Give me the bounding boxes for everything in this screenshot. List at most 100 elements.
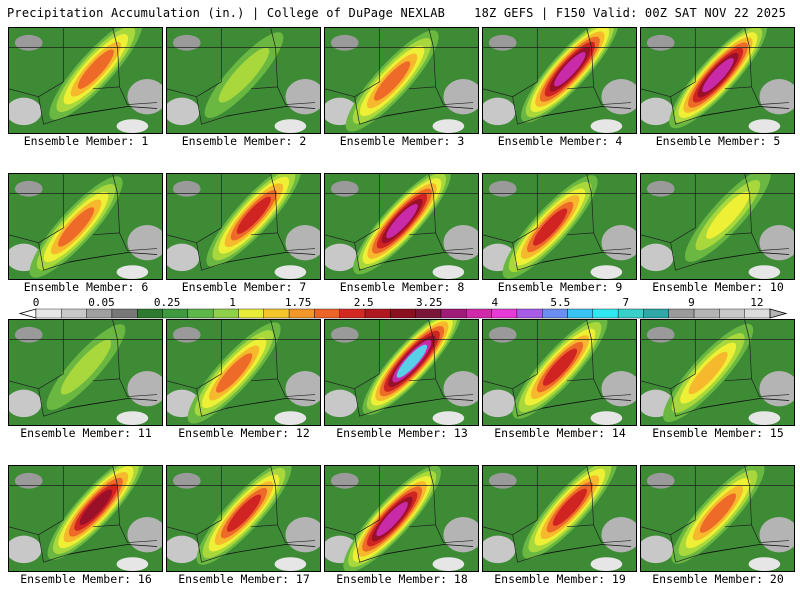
member-map-15 bbox=[640, 319, 795, 426]
member-caption: Ensemble Member: 9 bbox=[497, 280, 623, 294]
colorbar-bin bbox=[263, 308, 290, 319]
precip-map bbox=[167, 466, 320, 571]
colorbar-bin bbox=[719, 308, 745, 319]
colorbar-tick-label: 0 bbox=[33, 296, 40, 309]
precip-map bbox=[167, 174, 320, 279]
member-map-12 bbox=[166, 319, 321, 426]
precip-map bbox=[641, 174, 794, 279]
colorbar-bin bbox=[466, 308, 492, 319]
precip-map bbox=[9, 320, 162, 425]
colorbar-bin bbox=[592, 308, 619, 319]
colorbar-bin bbox=[212, 308, 239, 319]
member-map-5 bbox=[640, 27, 795, 134]
colorbar: 0 0.05 0.25 1 1.75 2.5 3.25 4 5.5 7 9 12 bbox=[18, 296, 788, 319]
colorbar-bin bbox=[339, 308, 366, 319]
colorbar-bin bbox=[617, 308, 644, 319]
member-map-9 bbox=[482, 173, 637, 280]
colorbar-bin bbox=[693, 308, 720, 319]
colorbar-arrow-left bbox=[18, 308, 37, 319]
member-caption: Ensemble Member: 13 bbox=[336, 426, 468, 440]
colorbar-bin bbox=[542, 308, 568, 319]
member-caption: Ensemble Member: 16 bbox=[20, 572, 152, 586]
colorbar-tick-label: 12 bbox=[750, 296, 763, 309]
page-title: Precipitation Accumulation (in.) | Colle… bbox=[7, 6, 446, 20]
member-caption: Ensemble Member: 1 bbox=[23, 134, 149, 148]
precip-map bbox=[9, 466, 162, 571]
member-map-10 bbox=[640, 173, 795, 280]
precip-map bbox=[325, 174, 478, 279]
colorbar-bin bbox=[643, 308, 669, 319]
member-caption: Ensemble Member: 2 bbox=[181, 134, 307, 148]
member-caption: Ensemble Member: 15 bbox=[652, 426, 784, 440]
colorbar-bin bbox=[516, 308, 543, 319]
member-map-4 bbox=[482, 27, 637, 134]
member-caption: Ensemble Member: 11 bbox=[20, 426, 152, 440]
member-caption: Ensemble Member: 14 bbox=[494, 426, 626, 440]
colorbar-bin bbox=[440, 308, 467, 319]
member-caption: Ensemble Member: 10 bbox=[652, 280, 784, 294]
colorbar-tick-label: 9 bbox=[688, 296, 695, 309]
colorbar-tick-label: 0.25 bbox=[154, 296, 181, 309]
precip-map bbox=[483, 174, 636, 279]
precip-map bbox=[483, 466, 636, 571]
member-caption: Ensemble Member: 18 bbox=[336, 572, 468, 586]
colorbar-bin bbox=[744, 308, 771, 319]
colorbar-bin bbox=[35, 308, 62, 319]
member-map-18 bbox=[324, 465, 479, 572]
precip-map bbox=[9, 174, 162, 279]
member-caption: Ensemble Member: 17 bbox=[178, 572, 310, 586]
colorbar-bin bbox=[567, 308, 594, 319]
colorbar-bin bbox=[390, 308, 416, 319]
colorbar-bin bbox=[111, 308, 138, 319]
colorbar-bin bbox=[238, 308, 264, 319]
member-map-11 bbox=[8, 319, 163, 426]
member-caption: Ensemble Member: 8 bbox=[339, 280, 465, 294]
colorbar-bin bbox=[187, 308, 214, 319]
colorbar-bin bbox=[314, 308, 340, 319]
member-map-2 bbox=[166, 27, 321, 134]
precip-map bbox=[9, 28, 162, 133]
member-map-7 bbox=[166, 173, 321, 280]
precip-map bbox=[483, 320, 636, 425]
member-map-3 bbox=[324, 27, 479, 134]
member-caption: Ensemble Member: 19 bbox=[494, 572, 626, 586]
colorbar-tick-label: 2.5 bbox=[354, 296, 374, 309]
colorbar-bin bbox=[288, 308, 315, 319]
member-map-20 bbox=[640, 465, 795, 572]
precip-map bbox=[167, 320, 320, 425]
colorbar-bin bbox=[491, 308, 518, 319]
member-caption: Ensemble Member: 6 bbox=[23, 280, 149, 294]
run-valid-time: 18Z GEFS | F150 Valid: 00Z SAT NOV 22 20… bbox=[474, 6, 786, 20]
colorbar-tick-label: 1 bbox=[229, 296, 236, 309]
colorbar-bin bbox=[162, 308, 189, 319]
member-caption: Ensemble Member: 20 bbox=[652, 572, 784, 586]
colorbar-tick-label: 0.05 bbox=[88, 296, 115, 309]
member-map-1 bbox=[8, 27, 163, 134]
precip-map bbox=[641, 320, 794, 425]
member-map-14 bbox=[482, 319, 637, 426]
colorbar-tick-label: 5.5 bbox=[550, 296, 570, 309]
colorbar-tick-label: 3.25 bbox=[416, 296, 443, 309]
colorbar-tick-label: 1.75 bbox=[285, 296, 312, 309]
precip-map bbox=[483, 28, 636, 133]
colorbar-bin bbox=[137, 308, 163, 319]
colorbar-bin bbox=[668, 308, 695, 319]
precip-map bbox=[325, 466, 478, 571]
precip-map bbox=[641, 28, 794, 133]
colorbar-bin bbox=[415, 308, 442, 319]
colorbar-bin bbox=[364, 308, 391, 319]
member-caption: Ensemble Member: 12 bbox=[178, 426, 310, 440]
member-caption: Ensemble Member: 4 bbox=[497, 134, 623, 148]
member-map-16 bbox=[8, 465, 163, 572]
member-map-19 bbox=[482, 465, 637, 572]
colorbar-bin bbox=[86, 308, 113, 319]
member-caption: Ensemble Member: 3 bbox=[339, 134, 465, 148]
member-map-13 bbox=[324, 319, 479, 426]
precip-map bbox=[167, 28, 320, 133]
colorbar-bin bbox=[61, 308, 87, 319]
precip-map bbox=[641, 466, 794, 571]
colorbar-tick-label: 4 bbox=[491, 296, 498, 309]
precip-map bbox=[325, 28, 478, 133]
member-caption: Ensemble Member: 7 bbox=[181, 280, 307, 294]
member-map-8 bbox=[324, 173, 479, 280]
